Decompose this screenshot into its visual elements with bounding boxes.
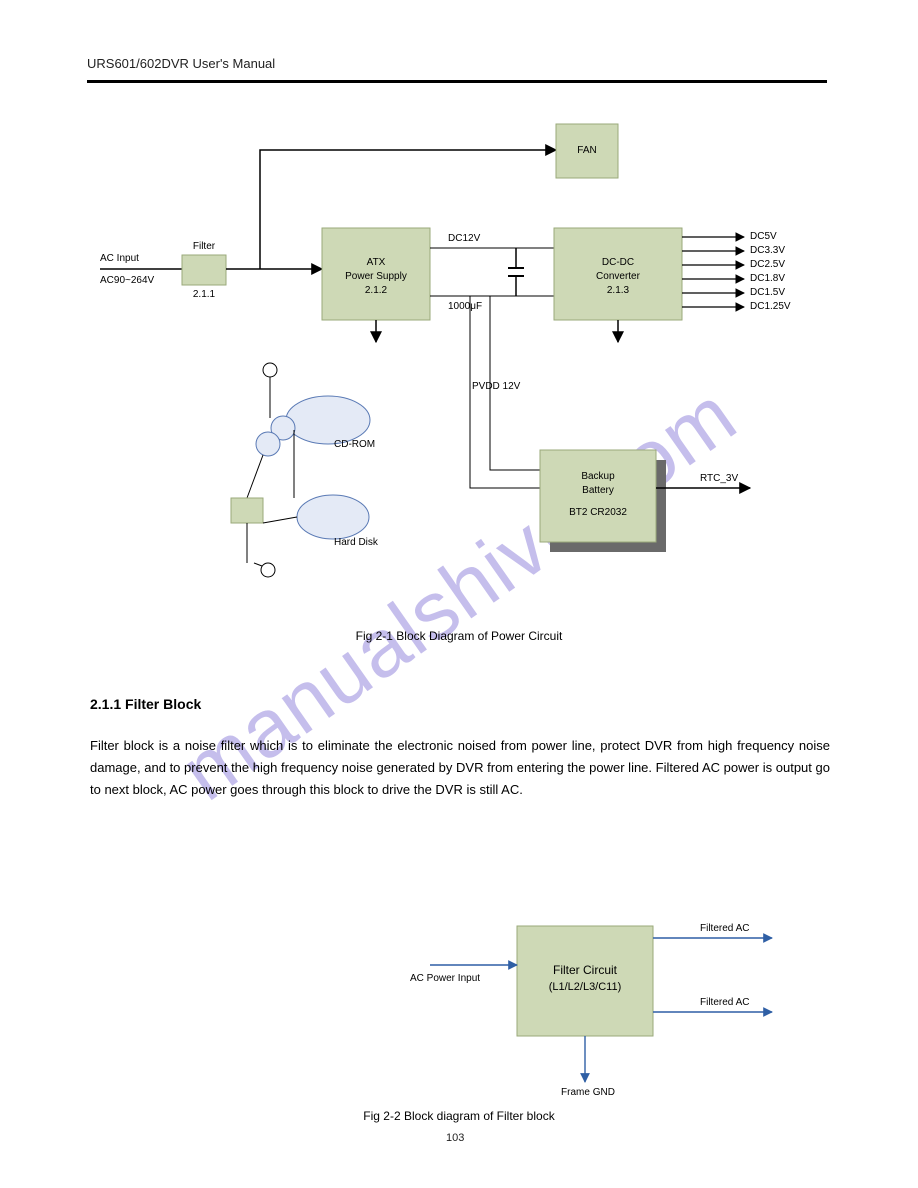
fig2-out-0: Filtered AC: [700, 922, 749, 936]
page-number: 103: [446, 1132, 464, 1144]
fig2-down-label: Frame GND: [538, 1086, 638, 1100]
fig2-out-1: Filtered AC: [700, 996, 749, 1010]
fig2-caption: Fig 2-2 Block diagram of Filter block: [0, 1108, 918, 1124]
fig2-in-label: AC Power Input: [410, 972, 480, 986]
fig2-block-label-bot: (L1/L2/L3/C11): [517, 980, 653, 995]
fig2-block-label-top: Filter Circuit: [517, 962, 653, 978]
fig2-diagram: [0, 0, 918, 1188]
